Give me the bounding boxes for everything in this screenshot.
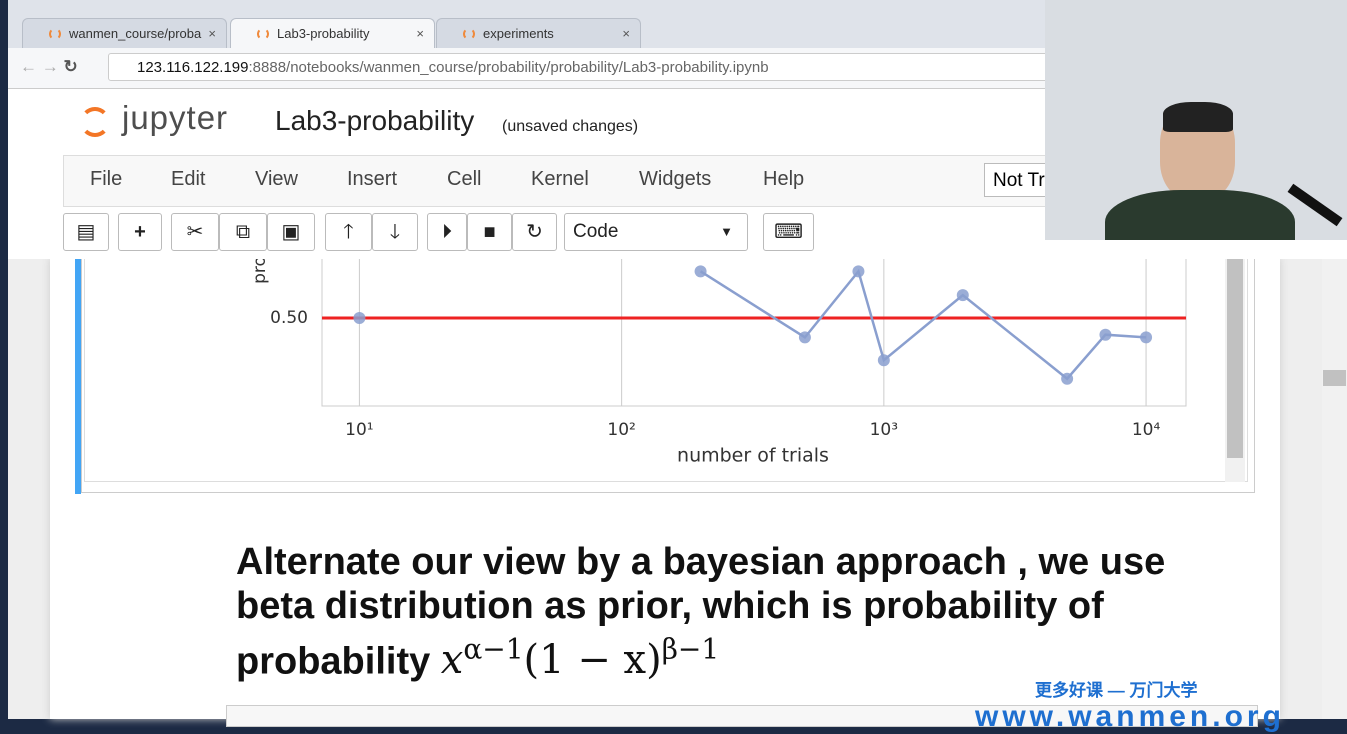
y-axis-label: pro [250, 256, 270, 284]
selected-cell-bar [75, 258, 81, 494]
person-hair [1163, 102, 1233, 132]
url-field[interactable]: 123.116.122.199:8888/notebooks/wanmen_co… [108, 53, 1208, 81]
cell-type-select[interactable]: Code ▼ [564, 213, 748, 251]
data-point [852, 265, 865, 278]
math: β−1 [661, 633, 720, 666]
x-tick-label: 10⁴ [1132, 420, 1161, 440]
heading-text: Alternate our view by a bayesian approac… [236, 541, 1166, 683]
series-line [699, 268, 1147, 381]
menu-item[interactable]: Kernel [531, 168, 589, 190]
data-point [798, 331, 811, 344]
url-path: :8888/notebooks/wanmen_course/probabilit… [248, 59, 769, 76]
logo-icon [80, 101, 112, 141]
webcam-overlay [1045, 0, 1347, 240]
x-tick-label: 10¹ [345, 420, 373, 440]
menu-item[interactable]: Widgets [639, 168, 712, 190]
paste-button[interactable]: ▣ [267, 213, 315, 251]
x-tick-label: 10³ [870, 420, 898, 440]
watermark: 更多好课 — 万门大学 [1035, 681, 1198, 700]
math: x [440, 637, 464, 684]
output-area [84, 258, 1248, 482]
data-point [1140, 331, 1153, 344]
y-tick-label: 0.50 [270, 308, 308, 328]
math: α−1 [463, 633, 524, 666]
notebook-area: Alternate our view by a bayesian approac… [8, 258, 1347, 727]
keyboard-button[interactable]: ⌨ [763, 213, 814, 251]
menu-item[interactable]: View [255, 168, 298, 190]
markdown-heading: Alternate our view by a bayesian approac… [236, 540, 1226, 683]
menu-item[interactable]: Help [763, 168, 805, 190]
chart: pro number of trials 10¹ 10² 10³ 10⁴ 0.50 [250, 229, 1187, 467]
data-point [877, 354, 890, 367]
restart-button[interactable]: ↻ [512, 213, 557, 251]
tab-title: Lab3-probability [277, 26, 370, 41]
save-button[interactable]: ▤ [63, 213, 109, 251]
page-scrollbar [1322, 258, 1347, 719]
save-status: (unsaved changes) [502, 118, 639, 135]
tab[interactable]: wanmen_course/proba × [22, 18, 227, 48]
cut-button[interactable]: ✂ [171, 213, 219, 251]
math: (1 − x) [523, 637, 662, 684]
screen: wanmen_course/proba × Lab3-probability × e… [8, 0, 1347, 733]
add-cell-button[interactable]: + [118, 213, 162, 251]
tab[interactable]: Lab3-probability × [230, 18, 435, 48]
tab[interactable]: experiments × [436, 18, 641, 48]
notebook-container [50, 258, 1280, 719]
microphone [1287, 183, 1343, 227]
menu-item[interactable]: File [90, 168, 123, 190]
data-point [1061, 372, 1074, 385]
move-down-button[interactable]: 🡓 [372, 213, 418, 251]
stop-button[interactable]: ■ [467, 213, 512, 251]
watermark: www.wanmen.org [975, 700, 1285, 733]
move-up-button[interactable]: 🡑 [325, 213, 372, 251]
run-button[interactable]: ⏵ [427, 213, 467, 251]
logo-text: jupyter [122, 99, 229, 136]
copy-button[interactable]: ⧉ [219, 213, 267, 251]
tab-title: wanmen_course/proba [69, 26, 202, 41]
menu-item[interactable]: Edit [171, 168, 206, 190]
menu-item[interactable]: Insert [347, 168, 398, 190]
output-scrollbar [1225, 258, 1245, 482]
tab-title: experiments [483, 26, 554, 41]
data-point [353, 312, 366, 324]
menu-item[interactable]: Cell [447, 168, 482, 190]
url-host: 123.116.122.199 [137, 59, 249, 76]
x-axis-label: number of trials [677, 445, 829, 467]
data-point [1099, 328, 1112, 341]
data-point [694, 265, 707, 278]
x-tick-label: 10² [607, 420, 635, 440]
data-point [956, 289, 969, 302]
person-body [1105, 190, 1295, 240]
notebook-name[interactable]: Lab3-probability [275, 105, 475, 136]
cell-type: Code [573, 221, 619, 242]
cell-border [81, 258, 1255, 493]
